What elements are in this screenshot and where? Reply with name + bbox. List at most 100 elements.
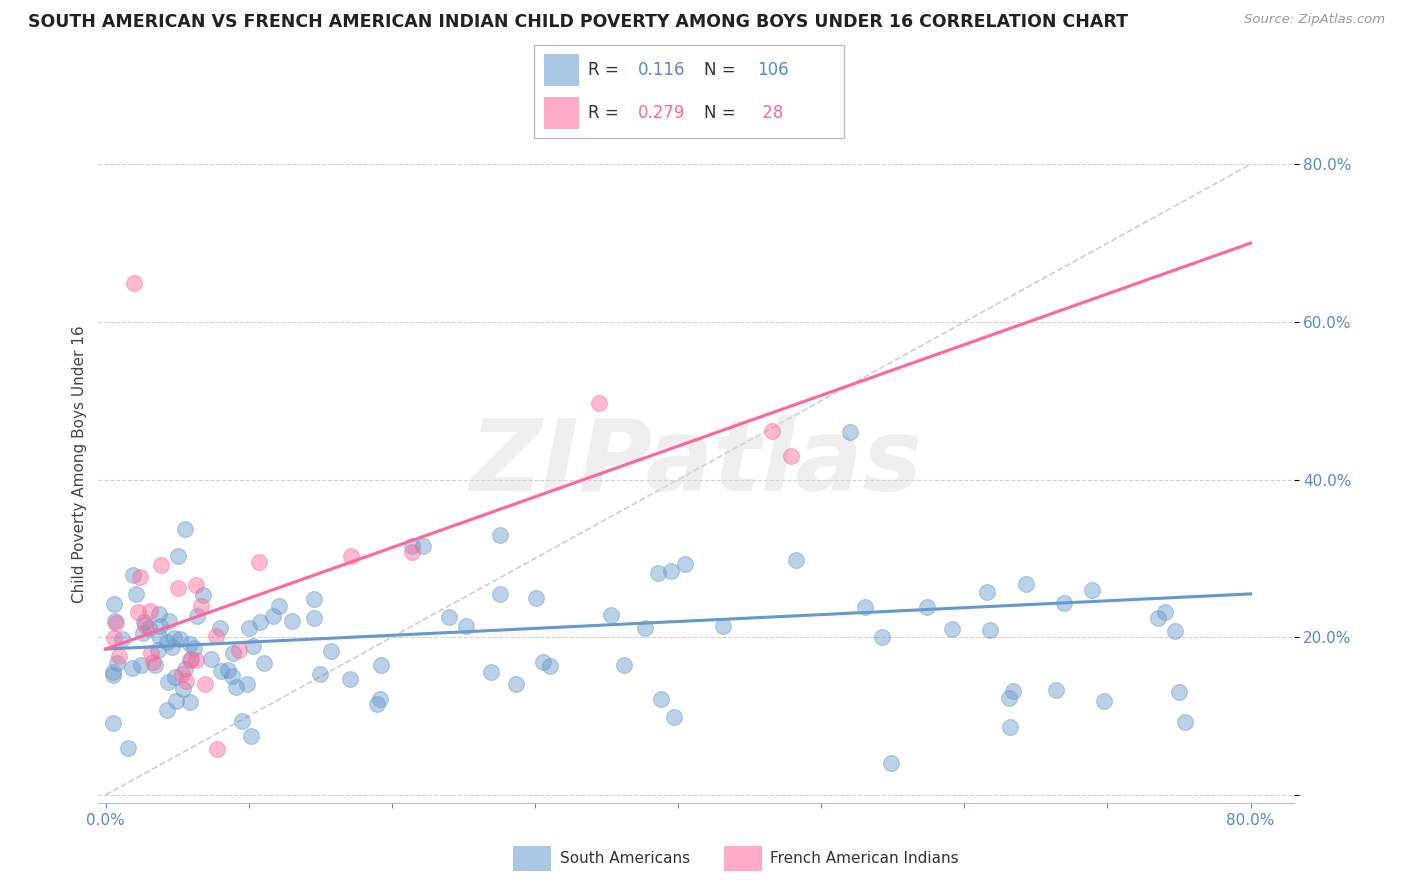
Point: [838, 425, 860, 440]
Point: [236, 677, 259, 691]
Text: N =: N =: [704, 104, 741, 122]
Point: [253, 657, 276, 671]
Y-axis label: Child Poverty Among Boys Under 16: Child Poverty Among Boys Under 16: [72, 325, 87, 603]
Point: [249, 615, 271, 630]
Point: [127, 605, 149, 619]
Point: [184, 653, 207, 667]
Bar: [724, 847, 762, 871]
Point: [134, 618, 156, 632]
Point: [412, 539, 434, 553]
Point: [179, 637, 201, 651]
Point: [111, 632, 134, 646]
Point: [242, 639, 264, 653]
Text: R =: R =: [588, 61, 624, 78]
Point: [121, 661, 143, 675]
Point: [998, 720, 1021, 734]
Point: [1052, 596, 1074, 610]
Point: [998, 690, 1021, 705]
Text: 0.279: 0.279: [638, 104, 685, 122]
Point: [167, 581, 190, 595]
Point: [174, 674, 197, 689]
Point: [217, 663, 239, 677]
Point: [124, 586, 146, 600]
Point: [1153, 605, 1175, 619]
Point: [479, 665, 502, 679]
Point: [205, 741, 228, 756]
Point: [183, 640, 205, 655]
Point: [1092, 693, 1115, 707]
Point: [228, 643, 250, 657]
Point: [489, 587, 512, 601]
Point: [103, 715, 125, 730]
Point: [149, 619, 172, 633]
Point: [186, 577, 208, 591]
Point: [101, 665, 124, 680]
Text: N =: N =: [704, 61, 741, 78]
Point: [309, 667, 332, 681]
Point: [538, 659, 561, 673]
Point: [148, 607, 170, 621]
Point: [131, 657, 153, 672]
Point: [179, 652, 201, 666]
Point: [588, 396, 610, 410]
Point: [1174, 714, 1197, 729]
Point: [401, 544, 423, 558]
Point: [165, 694, 187, 708]
Point: [141, 646, 163, 660]
Point: [186, 608, 208, 623]
Point: [191, 588, 214, 602]
Point: [650, 692, 672, 706]
Text: 106: 106: [756, 61, 789, 78]
Point: [205, 629, 228, 643]
Point: [401, 539, 423, 553]
Point: [145, 658, 167, 673]
Point: [208, 621, 231, 635]
Point: [302, 591, 325, 606]
Point: [247, 555, 270, 569]
Point: [238, 621, 260, 635]
Point: [976, 585, 998, 599]
Point: [163, 631, 186, 645]
Point: [194, 676, 217, 690]
Point: [105, 616, 128, 631]
Point: [879, 756, 901, 771]
Text: SOUTH AMERICAN VS FRENCH AMERICAN INDIAN CHILD POVERTY AMONG BOYS UNDER 16 CORRE: SOUTH AMERICAN VS FRENCH AMERICAN INDIAN…: [28, 13, 1128, 31]
Point: [117, 741, 139, 756]
Point: [221, 669, 243, 683]
Bar: [544, 97, 579, 129]
Point: [1081, 583, 1104, 598]
Point: [1045, 682, 1067, 697]
Point: [138, 622, 160, 636]
Point: [634, 621, 657, 635]
Point: [647, 566, 669, 580]
Point: [437, 610, 460, 624]
Point: [979, 623, 1001, 637]
FancyBboxPatch shape: [534, 45, 844, 138]
Point: [209, 664, 232, 678]
Point: [157, 614, 180, 628]
Point: [105, 656, 128, 670]
Point: [340, 549, 363, 563]
Point: [1015, 577, 1038, 591]
Bar: [513, 847, 551, 871]
Point: [104, 614, 127, 628]
Point: [122, 276, 145, 290]
Point: [156, 703, 179, 717]
Point: [200, 652, 222, 666]
Point: [872, 630, 894, 644]
Point: [915, 600, 938, 615]
Point: [174, 523, 197, 537]
Point: [262, 608, 284, 623]
Point: [673, 557, 696, 571]
Point: [779, 449, 801, 463]
Point: [163, 670, 186, 684]
Point: [169, 632, 191, 646]
Point: [103, 631, 125, 645]
Point: [155, 634, 177, 648]
Point: [339, 672, 361, 686]
Point: [456, 618, 478, 632]
Point: [101, 668, 124, 682]
Point: [166, 549, 188, 563]
Point: [170, 666, 193, 681]
Point: [103, 597, 125, 611]
